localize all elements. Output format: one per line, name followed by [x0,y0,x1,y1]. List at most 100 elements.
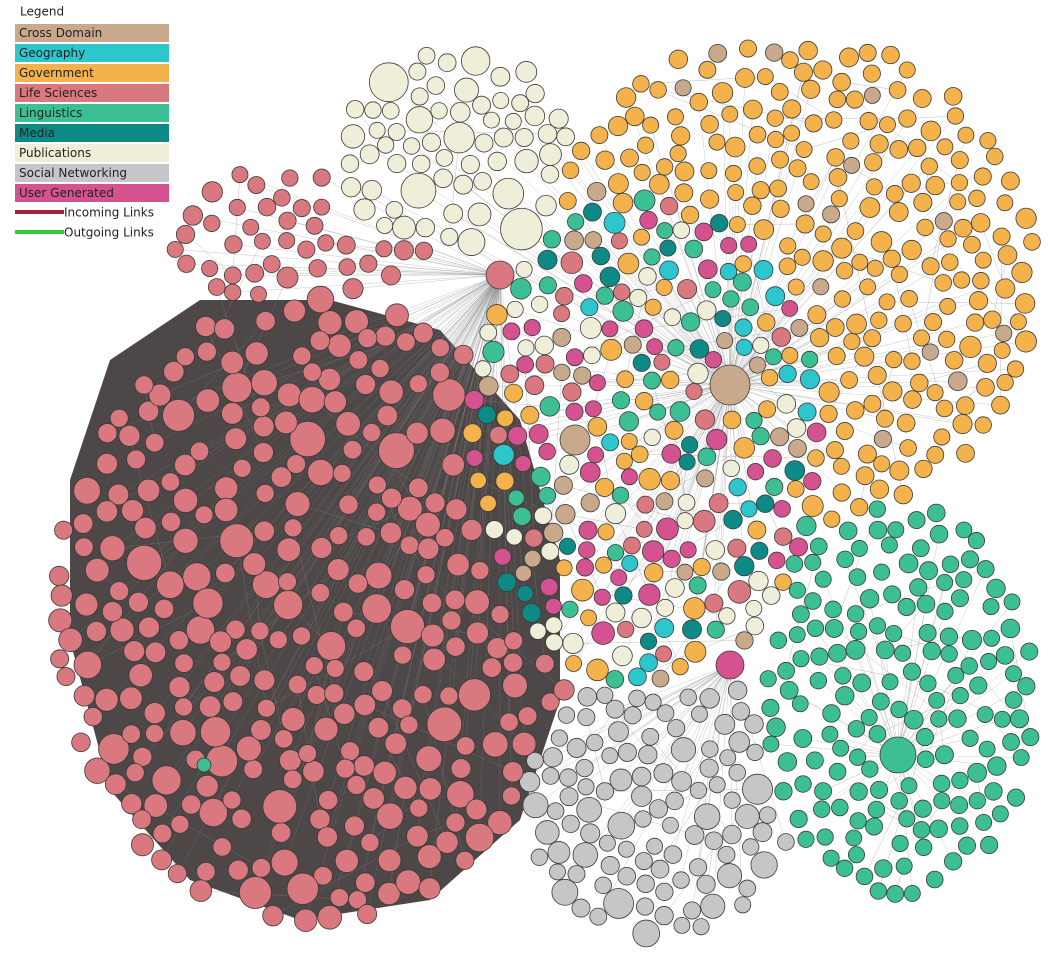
dataset-node [430,338,450,358]
edge [563,485,686,521]
dataset-node [667,339,685,357]
dataset-node [50,649,70,669]
dataset-node [696,300,717,321]
dataset-node [445,812,466,833]
dataset-node [173,453,197,477]
dataset-node [549,863,566,881]
dataset-node [435,528,455,548]
dataset-node [761,698,780,717]
dataset-node [793,62,813,82]
edge [729,384,963,425]
dataset-node [671,771,692,792]
dataset-node [1012,749,1030,766]
dataset-node [520,405,540,425]
dataset-node [201,260,219,277]
dataset-node [644,298,662,316]
dataset-node [913,192,933,212]
dataset-node [467,202,492,227]
dataset-node [505,528,523,546]
dataset-node [601,320,619,338]
dataset-node [196,757,212,773]
edge [748,244,767,323]
dataset-node [983,310,1002,329]
dataset-node [974,251,992,269]
dataset-node [286,454,307,474]
edge [651,380,687,503]
dataset-node [814,782,833,801]
dataset-node [638,468,661,491]
dataset-node [669,144,687,163]
dataset-node [118,424,141,447]
dataset-node [565,348,584,367]
dataset-node [919,674,937,692]
dataset-node [546,802,565,820]
dataset-node [151,849,173,871]
dataset-node [291,626,312,646]
dataset-node [466,621,489,645]
dataset-node [222,691,244,712]
dataset-node [313,866,333,886]
dataset-node [813,60,833,80]
dataset-node [967,532,985,550]
dataset-node [916,218,934,237]
dataset-node [734,556,755,577]
edge [314,665,346,769]
dataset-node [580,298,599,317]
dataset-node [500,364,520,384]
dataset-node [765,43,784,62]
dataset-node [774,573,792,591]
edge [135,274,501,773]
dataset-node [885,185,904,203]
dataset-node [812,278,830,296]
dataset-node [199,716,232,748]
dataset-node [716,332,734,350]
dataset-node [697,447,717,467]
dataset-node [551,878,579,906]
dataset-node [359,144,380,165]
dataset-node [302,760,325,783]
edge [729,207,871,386]
edge [439,274,501,373]
dataset-node [974,416,992,434]
dataset-node [735,68,755,88]
dataset-node [889,460,910,481]
dataset-node [539,396,560,417]
dataset-node [674,161,695,182]
dataset-node [437,53,457,72]
dataset-node [807,449,825,467]
dataset-node [770,427,790,447]
dataset-node [698,60,717,79]
dataset-node [347,573,368,594]
dataset-node [244,341,269,366]
dataset-node [947,666,965,684]
dataset-node [222,790,242,810]
dataset-node [250,369,278,397]
dataset-node [595,556,613,574]
dataset-node [836,550,854,569]
dataset-node [443,121,475,154]
legend-label: Publications [19,146,91,160]
dataset-node [364,561,393,590]
dataset-node [283,518,303,538]
dataset-node [453,344,474,366]
dataset-node [145,724,165,743]
dataset-node [868,617,887,635]
dataset-node [614,586,633,605]
dataset-node [711,82,734,104]
dataset-node [865,817,883,836]
dataset-node [595,477,615,497]
dataset-node [344,309,369,334]
dataset-node [835,859,854,877]
dataset-node [745,599,763,617]
dataset-node [651,669,670,688]
dataset-node [955,521,973,539]
dataset-node [587,446,605,464]
dataset-node [654,618,675,638]
dataset-node [1021,728,1040,747]
dataset-node [516,584,534,602]
dataset-node [138,400,160,422]
dataset-node [625,106,645,127]
dataset-node [623,536,641,555]
dataset-node [667,719,686,738]
dataset-node [408,477,429,499]
